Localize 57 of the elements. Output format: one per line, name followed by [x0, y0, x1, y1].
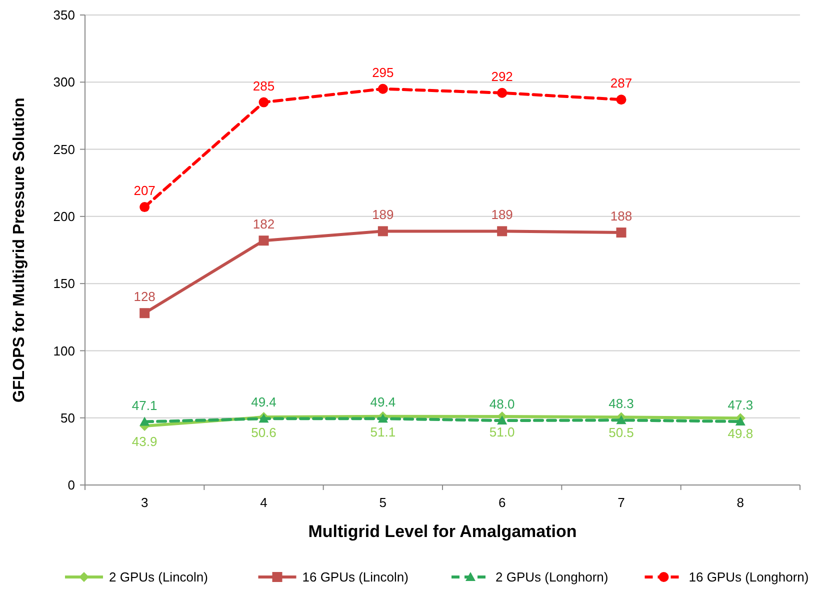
point [378, 226, 388, 236]
x-tick-label: 3 [140, 495, 148, 510]
data-label: 47.1 [132, 398, 158, 413]
y-tick-label: 0 [68, 478, 75, 493]
legend-label: 2 GPUs (Lincoln) [109, 570, 208, 585]
legend-label: 16 GPUs (Longhorn) [688, 570, 809, 585]
y-axis-title: GFLOPS for Multigrid Pressure Solution [11, 98, 28, 402]
point [497, 416, 508, 425]
point [616, 228, 626, 238]
y-tick-label: 250 [53, 142, 75, 157]
y-tick-label: 150 [53, 276, 75, 292]
data-label: 50.5 [608, 425, 634, 440]
data-label: 189 [491, 207, 513, 222]
point [140, 416, 150, 426]
data-label: 49.4 [251, 394, 276, 410]
point [497, 226, 508, 236]
x-tick-label: 4 [260, 495, 268, 510]
data-label: 51.0 [489, 424, 515, 440]
point [378, 414, 388, 423]
x-tick-label: 5 [379, 495, 387, 510]
data-label: 295 [372, 64, 394, 80]
point [140, 202, 150, 212]
data-label: 292 [491, 68, 513, 84]
data-label: 47.3 [728, 397, 754, 412]
data-label: 50.6 [251, 425, 276, 440]
legend-label: 2 GPUs (Longhorn) [496, 570, 608, 585]
data-label: 285 [252, 78, 275, 94]
legend-label: 16 GPUs (Lincoln) [302, 570, 408, 585]
x-tick-label: 8 [736, 495, 744, 510]
data-label: 49.8 [728, 426, 754, 442]
y-tick-label: 50 [60, 410, 75, 426]
data-label: 49.4 [370, 394, 396, 410]
point [616, 94, 626, 105]
data-label: 51.1 [370, 424, 396, 440]
y-tick-label: 300 [53, 74, 75, 90]
data-label: 48.0 [489, 396, 515, 412]
data-label: 189 [372, 207, 394, 222]
y-tick-label: 350 [53, 8, 75, 23]
y-tick-label: 200 [53, 208, 75, 224]
point [616, 415, 626, 424]
data-label: 287 [610, 76, 632, 91]
data-label: 182 [252, 216, 275, 232]
point [378, 84, 388, 94]
data-label: 207 [134, 183, 156, 198]
data-label: 188 [610, 208, 632, 224]
y-tick-label: 100 [53, 343, 75, 358]
point [258, 97, 269, 108]
data-label: 48.3 [608, 396, 634, 412]
point [735, 416, 746, 426]
x-tick-label: 6 [498, 495, 506, 510]
point [497, 88, 508, 98]
x-tick-label: 7 [618, 495, 625, 510]
data-label: 43.9 [132, 434, 158, 450]
x-axis-title: Multigrid Level for Amalgamation [308, 522, 577, 541]
data-label: 128 [134, 289, 156, 304]
point [140, 308, 150, 318]
point [258, 236, 269, 246]
